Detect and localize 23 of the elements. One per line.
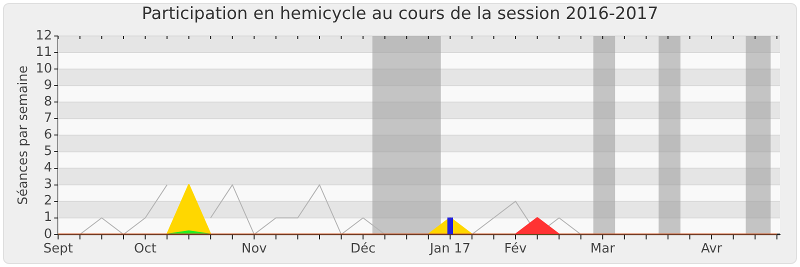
- y-tick-label: 4: [44, 160, 52, 176]
- y-tick-label: 6: [44, 128, 52, 143]
- y-tick-label: 3: [44, 177, 52, 192]
- chart-title: Participation en hemicycle au cours de la session 2016-2017: [140, 4, 660, 24]
- x-tick-label: Sept: [43, 242, 73, 257]
- x-tick-label: Fév: [504, 242, 528, 257]
- y-tick-label: 9: [44, 78, 52, 93]
- y-tick-label: 5: [44, 144, 52, 160]
- y-tick-label: 1: [44, 210, 52, 226]
- y-tick-label: 7: [44, 111, 52, 126]
- x-tick-label: Déc: [350, 242, 376, 257]
- y-tick-label: 12: [36, 28, 52, 44]
- y-axis-title: Séances par semaine: [16, 65, 32, 205]
- x-tick-label: Oct: [134, 242, 157, 257]
- y-tick-label: 10: [36, 61, 52, 76]
- x-tick-label: Jan 17: [428, 242, 471, 257]
- y-tick-label: 2: [44, 194, 52, 209]
- x-tick-label: Avr: [700, 242, 723, 257]
- x-tick-label: Mar: [590, 242, 616, 257]
- y-tick-label: 8: [44, 94, 52, 110]
- y-tick-label: 0: [44, 226, 52, 242]
- y-tick-label: 11: [36, 44, 52, 60]
- x-tick-label: Nov: [241, 242, 268, 257]
